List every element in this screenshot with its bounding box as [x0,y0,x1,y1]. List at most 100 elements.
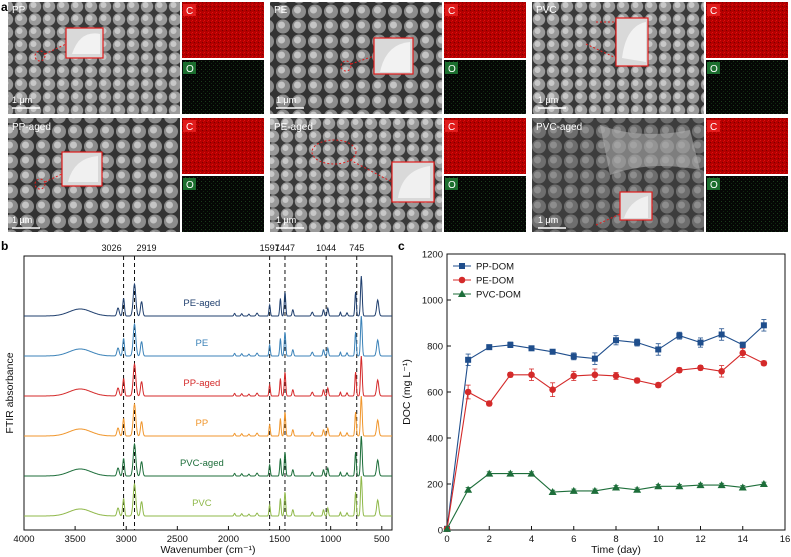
ftir-trace-label: PE [196,338,209,349]
doc-data-point [738,483,747,491]
ftir-xtick-label: 3000 [116,534,137,545]
doc-data-point [464,485,473,493]
ftir-chart: FTIR absorbance Wavenumber (cm⁻¹) 4000 35… [4,243,393,556]
panel-a-letter: a [1,0,8,14]
sem-tile-pvc: PVC 1 μm C O [532,2,788,114]
scale-bar-label: 1 μm [276,95,296,105]
doc-data-point [760,322,767,329]
doc-data-point [739,349,747,357]
doc-series-line [446,352,765,529]
doc-data-point [654,482,663,490]
sem-label: PVC [536,5,557,16]
eds-label-oxygen: O [186,180,194,191]
sem-label: PP-aged [12,122,51,133]
doc-data-point [718,368,725,375]
doc-data-point [528,371,535,379]
doc-data-point [549,348,556,355]
doc-chart: DOC (mg L⁻¹) Time (day) 0 2 4 6 8 10 12 14 16 0 20… [401,250,790,557]
sem-inset-particle [624,196,648,218]
doc-data-point [696,481,705,489]
doc-data-point [633,377,641,384]
eds-badge-oxygen [445,178,458,190]
sem-tile-pp: PP 1 μm C O [8,2,264,114]
doc-data-point [675,482,684,490]
ftir-trace [24,275,392,317]
doc-data-point [633,485,642,493]
eds-badge-carbon [183,4,196,16]
sem-pointer-line [350,55,375,65]
ftir-xtick-label: 500 [374,534,390,545]
doc-data-point [485,469,494,477]
ftir-trace [24,475,392,517]
doc-xtick-label: 4 [529,534,534,545]
doc-data-point [486,344,493,351]
eds-badge-carbon [445,4,458,16]
doc-legend-label: PP-DOM [476,262,514,273]
doc-ytick-label: 1200 [422,250,443,261]
doc-data-point [570,353,577,360]
eds-badge-oxygen [183,62,196,74]
doc-data-point [548,488,557,496]
ftir-xtick-label: 1000 [320,534,341,545]
ftir-ylabel: FTIR absorbance [4,352,16,433]
eds-badge-carbon [183,120,196,132]
ftir-trace [24,315,392,357]
sem-label: PE-aged [274,122,313,133]
doc-ticks: 0 2 4 6 8 10 12 14 16 0 200 400 600 800 1000 1200 [422,250,790,546]
sem-label: PE [274,5,288,16]
doc-ytick-label: 1000 [422,296,443,307]
eds-label-oxygen: O [710,180,718,191]
eds-badge-carbon [445,120,458,132]
scale-bar-label: 1 μm [12,95,32,105]
sem-pointer-line [585,43,617,59]
ftir-xtick-label: 2500 [167,534,188,545]
doc-ytick-label: 0 [438,526,443,537]
scale-bar-label: 1 μm [538,215,558,225]
ftir-xticks: 4000 3500 3000 2500 2000 1500 1000 500 [13,526,390,545]
doc-legend-marker [458,290,466,297]
doc-series-line [446,324,765,529]
doc-xtick-label: 2 [487,534,492,545]
doc-data-point [676,366,683,374]
doc-legend: PP-DOM PE-DOM PVC-DOM [453,262,521,301]
doc-data-point [612,483,620,491]
ftir-trace-label: PVC-aged [180,458,224,469]
ftir-trace-label: PVC [192,498,212,509]
doc-xtick-label: 16 [780,534,791,545]
doc-data-point [569,486,578,494]
sem-pointer-line [595,213,621,226]
doc-data-point [717,481,726,489]
sem-label: PP [12,5,26,16]
ftir-traces: PE-aged PE PP-aged PP PVC-aged PVC [24,275,392,517]
doc-data-point [549,386,556,394]
sem-highlight-circle [340,60,352,72]
doc-data-point [760,359,768,367]
ftir-trace-label: PP [196,418,209,429]
eds-badge-oxygen [707,178,720,190]
ftir-xtick-label: 3500 [65,534,86,545]
doc-data-point [739,341,746,348]
doc-xtick-label: 10 [653,534,664,545]
eds-label-oxygen: O [186,64,194,75]
sem-flake [600,125,700,175]
doc-legend-label: PE-DOM [476,276,514,287]
doc-data-point [655,346,662,353]
doc-legend-marker [458,276,466,284]
scale-bar-label: 1 μm [538,95,558,105]
ftir-peak-label: 1447 [275,243,295,253]
doc-xtick-label: 8 [613,534,618,545]
ftir-xlabel: Wavenumber (cm⁻¹) [161,544,256,556]
doc-data-point [507,371,514,379]
doc-xlabel: Time (day) [591,544,641,556]
sem-inset-particle [380,42,410,72]
ftir-trace [24,435,392,477]
eds-badge-carbon [707,4,720,16]
ftir-trace [24,395,392,437]
ftir-trace-label: PP-aged [183,378,220,389]
doc-xtick-label: 6 [571,534,576,545]
doc-data-point [443,524,451,532]
doc-data-point [570,372,578,380]
sem-tile-pe-aged: PE-aged 1 μm C O [270,118,526,232]
doc-data-point [654,381,662,389]
doc-ytick-label: 800 [427,342,443,353]
